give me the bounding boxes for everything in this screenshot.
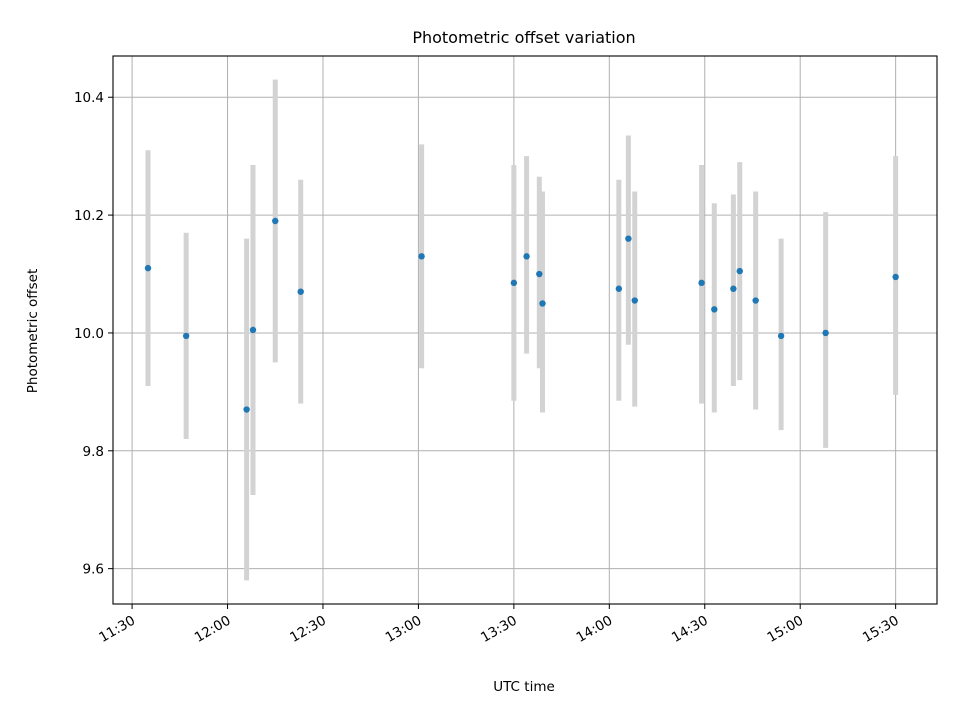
chart-title: Photometric offset variation <box>412 28 635 47</box>
data-point <box>272 217 279 225</box>
data-point <box>711 306 718 313</box>
data-point <box>536 270 543 278</box>
data-point <box>144 264 152 272</box>
data-point <box>539 300 546 307</box>
data-point <box>249 326 257 334</box>
data-point <box>777 332 785 340</box>
data-point <box>523 253 530 260</box>
x-axis-label: UTC time <box>493 679 555 695</box>
data-point <box>892 273 899 281</box>
data-point <box>418 253 425 260</box>
data-point <box>510 279 518 287</box>
data-point <box>182 332 190 340</box>
data-point <box>698 279 705 287</box>
data-point <box>625 235 632 242</box>
data-point <box>631 297 638 304</box>
y-tick-label: 9.8 <box>83 444 104 460</box>
y-tick-label: 9.6 <box>83 562 104 578</box>
plot-frame <box>112 55 938 605</box>
y-tick-label: 10.4 <box>74 90 104 106</box>
data-point <box>243 406 250 413</box>
data-points <box>144 217 899 413</box>
data-point <box>752 297 759 304</box>
y-tick-label: 10.0 <box>74 326 104 342</box>
y-tick-label: 10.2 <box>74 208 104 224</box>
data-point <box>730 285 737 292</box>
data-point <box>297 288 304 295</box>
data-point <box>822 329 829 337</box>
data-point <box>615 285 623 292</box>
y-axis-label: Photometric offset <box>25 269 41 393</box>
data-point <box>736 267 743 275</box>
